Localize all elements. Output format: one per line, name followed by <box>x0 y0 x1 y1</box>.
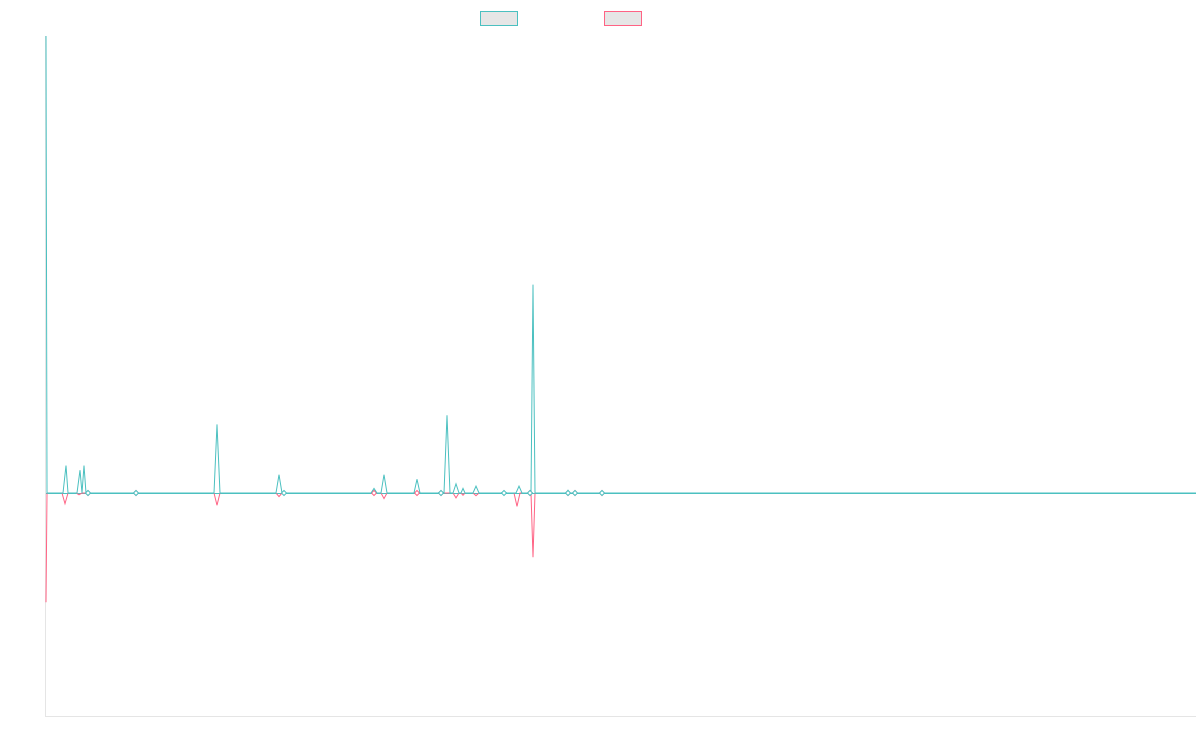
legend-swatch-series-1 <box>480 10 518 26</box>
series-1-point-64[interactable] <box>571 489 579 497</box>
series-1-point-34[interactable] <box>437 489 445 497</box>
legend-item-series-1[interactable] <box>480 9 524 27</box>
series-line-1[interactable] <box>45 35 1196 495</box>
legend-item-series-2[interactable] <box>604 9 648 27</box>
series-1-point-49[interactable] <box>500 489 508 497</box>
series-1-point-55[interactable] <box>526 489 534 497</box>
series-1-point-14[interactable] <box>132 489 140 497</box>
series-2-point-30[interactable] <box>413 489 421 497</box>
legend <box>0 9 1200 27</box>
series-1-point-11[interactable] <box>84 489 92 497</box>
series-1-point-22[interactable] <box>280 489 288 497</box>
series-1-point-61[interactable] <box>564 489 572 497</box>
series-1-point-67[interactable] <box>598 489 606 497</box>
series-line-2[interactable] <box>45 492 1196 603</box>
legend-swatch-series-2 <box>604 10 642 26</box>
